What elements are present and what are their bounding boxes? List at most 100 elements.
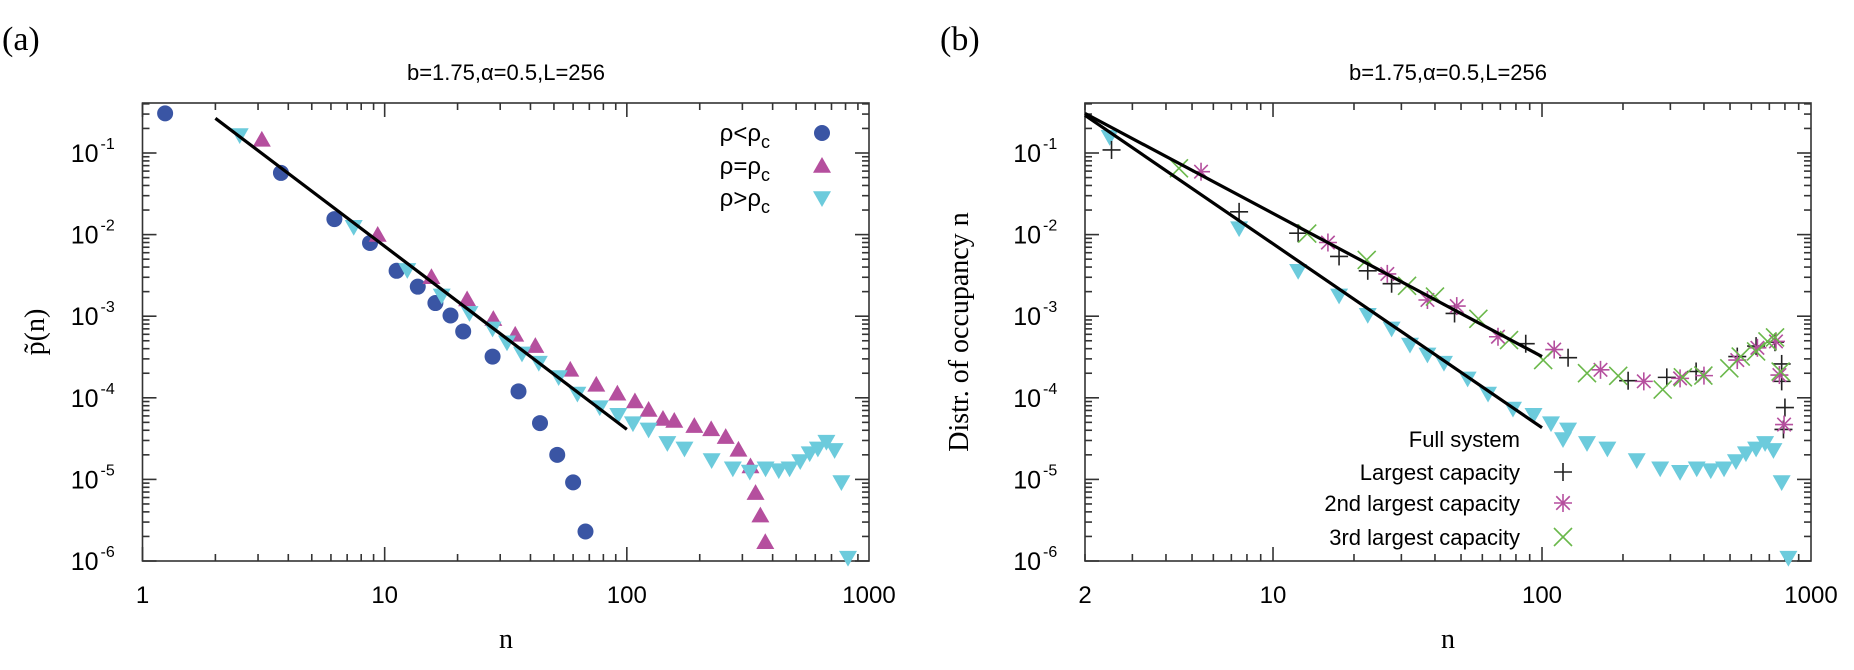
y-tick-exponent: -3: [1043, 299, 1057, 316]
data-point: [1775, 415, 1794, 434]
data-point: [1627, 453, 1646, 469]
marker-stroke: [1765, 327, 1785, 347]
data-point: [756, 461, 775, 478]
data-point: [532, 415, 549, 432]
y-tick-label: 10: [71, 466, 99, 494]
data-point: [344, 219, 363, 236]
x-tick-label: 1000: [842, 582, 895, 609]
data-point: [1382, 321, 1401, 338]
data-point: [1673, 367, 1693, 387]
data-point: [1771, 361, 1791, 382]
data-point: [1434, 355, 1453, 372]
data-point: [1598, 441, 1617, 458]
marker-stroke: [1425, 287, 1445, 307]
data-point: [565, 474, 582, 491]
data-point: [497, 335, 516, 352]
legend-marker: [814, 125, 830, 141]
data-point: [658, 436, 677, 452]
x-axis-label: n: [499, 624, 513, 655]
data-point: [1726, 454, 1745, 471]
legend-label: Largest capacity: [1360, 460, 1520, 485]
legend-label-subscript: c: [761, 197, 770, 217]
y-axis-label: p̃(n): [20, 309, 51, 356]
data-point: [723, 461, 742, 478]
x-tick-label: 100: [1522, 582, 1562, 609]
marker-stroke: [1746, 341, 1766, 362]
legend-marker: [1553, 527, 1573, 547]
data-point: [746, 484, 765, 500]
data-point: [832, 475, 851, 491]
data-point: [825, 443, 844, 459]
fit-line: [1084, 111, 1543, 358]
data-point: [740, 464, 759, 481]
y-tick-exponent: -3: [101, 299, 115, 316]
legend-marker: [1554, 494, 1572, 512]
series-2: [252, 130, 775, 549]
y-tick-label: 10: [1013, 222, 1041, 250]
data-point: [751, 506, 770, 523]
data-point: [1651, 461, 1670, 478]
legend-marker: [813, 157, 831, 173]
marker-stroke: [1420, 292, 1435, 308]
data-point: [1687, 362, 1706, 381]
y-tick-label: 10: [1013, 548, 1041, 576]
data-point: [1779, 550, 1798, 567]
panel-a: (a) b=1.75,α=0.5,L=256 n p̃(n) 1 10 100 100…: [2, 21, 896, 655]
chart-title: b=1.75,α=0.5,L=256: [1349, 60, 1547, 85]
marker-stroke: [1750, 340, 1765, 356]
y-tick-exponent: -6: [1043, 544, 1057, 561]
data-point: [549, 446, 566, 463]
y-tick-exponent: -4: [1043, 381, 1057, 398]
data-point: [685, 417, 704, 433]
data-point: [442, 307, 459, 324]
data-point: [729, 440, 748, 457]
data-point: [512, 346, 531, 363]
data-point: [1619, 371, 1638, 390]
fit-line: [1084, 113, 1543, 430]
data-point: [1765, 327, 1785, 347]
legend-label-main: ρ<ρ: [720, 120, 761, 147]
data-point: [791, 454, 810, 471]
data-point: [1102, 140, 1121, 159]
x-tick-label: 10: [371, 582, 398, 609]
marker-stroke: [1553, 527, 1573, 547]
data-point: [326, 211, 343, 228]
marker-stroke: [1771, 361, 1791, 382]
panel-label: (b): [940, 21, 980, 58]
y-tick-exponent: -5: [101, 462, 115, 479]
marker-stroke: [1608, 366, 1628, 386]
data-point: [587, 375, 606, 392]
panel-label: (a): [2, 21, 40, 58]
data-point: [1479, 386, 1498, 403]
marker-stroke: [1490, 329, 1506, 345]
x-tick-label: 1: [136, 582, 149, 609]
data-point: [1559, 348, 1578, 367]
y-tick-label: 10: [1013, 303, 1041, 331]
y-tick-label: 10: [1013, 466, 1041, 494]
marker-stroke: [1533, 350, 1553, 370]
y-tick-label: 10: [71, 303, 99, 331]
data-point: [1746, 341, 1766, 362]
data-point: [639, 400, 658, 417]
marker-stroke: [1772, 367, 1787, 383]
data-point: [526, 337, 545, 353]
x-tick-label: 10: [1260, 582, 1287, 609]
y-axis-label: Distr. of occupancy n: [944, 212, 975, 452]
marker-stroke: [1468, 309, 1488, 329]
data-point: [1693, 366, 1713, 386]
series-3: [230, 128, 858, 567]
y-tick-exponent: -2: [101, 218, 115, 235]
legend-label-subscript: c: [761, 165, 770, 185]
data-point: [1330, 247, 1349, 266]
data-point: [1289, 264, 1308, 280]
marker-stroke: [1555, 495, 1571, 511]
data-point: [702, 420, 721, 437]
x-tick-label: 2: [1078, 582, 1091, 609]
data-point: [1578, 436, 1597, 452]
y-tick-exponent: -4: [101, 381, 115, 398]
data-point: [1687, 461, 1706, 478]
data-point: [639, 422, 658, 439]
legend: ρ<ρcρ=ρcρ>ρc: [720, 120, 831, 217]
y-tick-exponent: -1: [101, 136, 115, 153]
data-point: [716, 428, 735, 444]
